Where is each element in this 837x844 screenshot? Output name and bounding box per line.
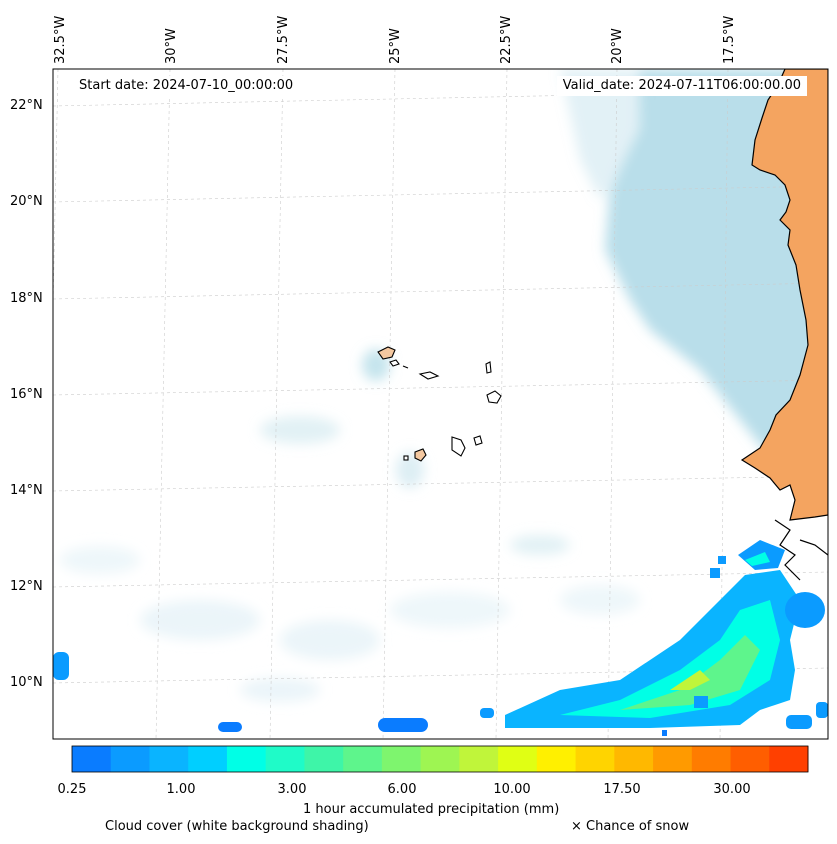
colorbar-swatch <box>730 746 770 772</box>
colorbar-swatch <box>343 746 383 772</box>
colorbar-swatch <box>614 746 654 772</box>
colorbar-swatch <box>265 746 305 772</box>
precipitation-colorbar <box>72 746 809 772</box>
colorbar-swatch <box>72 746 112 772</box>
lat-label-20n: 20°N <box>10 194 43 209</box>
lon-label-22-5w: 22.5°W <box>499 15 514 64</box>
colorbar-tick: 6.00 <box>387 782 417 797</box>
lon-label-17-5w: 17.5°W <box>722 15 737 64</box>
colorbar-swatch <box>498 746 538 772</box>
lat-label-16n: 16°N <box>10 387 43 402</box>
colorbar-frame <box>71 745 809 773</box>
lat-label-12n: 12°N <box>10 579 43 594</box>
cloud-cover-shading <box>60 69 828 702</box>
snow-legend: × Chance of snow <box>571 819 690 834</box>
colorbar-tick: 17.50 <box>603 782 641 797</box>
map-frame <box>52 68 829 740</box>
colorbar-swatch <box>459 746 499 772</box>
lon-label-27-5w: 27.5°W <box>276 15 291 64</box>
colorbar-swatch <box>420 746 460 772</box>
valid-date-label: Valid_date: 2024-07-11T06:00:00.00 <box>556 76 807 96</box>
colorbar-swatch <box>536 746 577 772</box>
colorbar-swatch <box>226 746 267 772</box>
lat-label-14n: 14°N <box>10 483 43 498</box>
colorbar-swatch <box>110 746 150 772</box>
colorbar-tick: 1.00 <box>166 782 196 797</box>
colorbar-swatch <box>769 746 809 772</box>
lat-label-10n: 10°N <box>10 675 43 690</box>
colorbar-swatch <box>188 746 228 772</box>
lon-label-30w: 30°W <box>164 28 179 64</box>
lon-label-32-5w: 32.5°W <box>53 15 68 64</box>
cloud-cover-legend: Cloud cover (white background shading) <box>105 819 369 834</box>
precipitation-field <box>53 540 828 736</box>
cape-verde-islands <box>377 346 502 462</box>
start-date-label: Start date: 2024-07-10_00:00:00 <box>73 76 300 96</box>
lat-label-22n: 22°N <box>10 98 43 113</box>
africa-landmass <box>740 69 828 521</box>
colorbar-swatch <box>381 746 422 772</box>
colorbar-swatch <box>304 746 344 772</box>
colorbar-tick: 10.00 <box>493 782 531 797</box>
colorbar-swatch <box>575 746 615 772</box>
colorbar-swatch <box>149 746 189 772</box>
lat-label-18n: 18°N <box>10 291 43 306</box>
colorbar-tick: 3.00 <box>277 782 307 797</box>
colorbar-label: 1 hour accumulated precipitation (mm) <box>303 802 560 817</box>
colorbar-tick: 0.25 <box>57 782 87 797</box>
lon-label-20w: 20°W <box>610 28 625 64</box>
colorbar-swatch <box>691 746 732 772</box>
lon-label-25w: 25°W <box>388 28 403 64</box>
colorbar-tick: 30.00 <box>713 782 751 797</box>
colorbar-swatch <box>653 746 693 772</box>
